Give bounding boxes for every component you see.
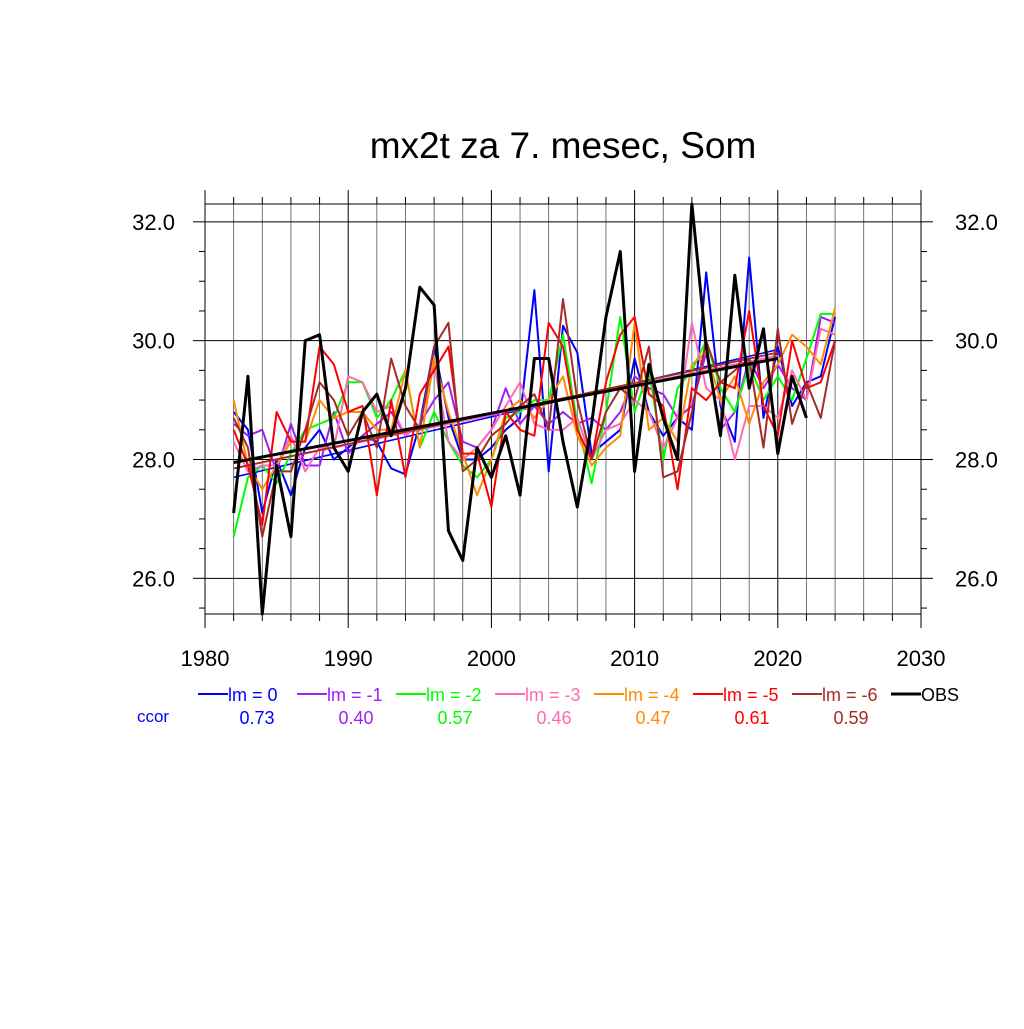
x-tick-label: 2000 bbox=[467, 646, 516, 671]
series-line bbox=[232, 307, 837, 497]
y-tick-label-right: 32.0 bbox=[955, 210, 998, 235]
ccor-value: 0.73 bbox=[239, 708, 274, 728]
legend-label: lm = -3 bbox=[525, 685, 581, 705]
series-line bbox=[232, 256, 837, 514]
x-tick-label: 2010 bbox=[610, 646, 659, 671]
plot-frame bbox=[204, 203, 922, 615]
ccor-value: 0.59 bbox=[833, 708, 868, 728]
y-tick-label-right: 28.0 bbox=[955, 448, 998, 473]
legend-label: lm = -1 bbox=[327, 685, 383, 705]
y-tick-label-left: 30.0 bbox=[132, 329, 175, 354]
ccor-value: 0.61 bbox=[734, 708, 769, 728]
ccor-value: 0.47 bbox=[635, 708, 670, 728]
x-tick-label: 1980 bbox=[181, 646, 230, 671]
y-tick-label-left: 32.0 bbox=[132, 210, 175, 235]
x-tick-label: 1990 bbox=[324, 646, 373, 671]
y-tick-label-left: 28.0 bbox=[132, 448, 175, 473]
y-tick-label-left: 26.0 bbox=[132, 566, 175, 591]
legend-label: lm = 0 bbox=[228, 685, 278, 705]
ccor-value: 0.46 bbox=[536, 708, 571, 728]
chart-title: mx2t za 7. mesec, Som bbox=[370, 125, 757, 166]
legend-label: lm = -4 bbox=[624, 685, 680, 705]
ccor-value: 0.57 bbox=[437, 708, 472, 728]
y-tick-label-right: 26.0 bbox=[955, 566, 998, 591]
ccor-label: ccor bbox=[137, 707, 169, 726]
y-tick-label-right: 30.0 bbox=[955, 329, 998, 354]
series-line bbox=[232, 309, 837, 526]
legend-label: lm = -5 bbox=[723, 685, 779, 705]
x-tick-label: 2020 bbox=[753, 646, 802, 671]
trend-line bbox=[233, 357, 779, 464]
series-line bbox=[232, 202, 808, 616]
ccor-value: 0.40 bbox=[338, 708, 373, 728]
series-line bbox=[232, 298, 837, 538]
x-tick-label: 2030 bbox=[897, 646, 946, 671]
legend-label: lm = -2 bbox=[426, 685, 482, 705]
legend-label: OBS bbox=[921, 685, 959, 705]
legend-label: lm = -6 bbox=[822, 685, 878, 705]
